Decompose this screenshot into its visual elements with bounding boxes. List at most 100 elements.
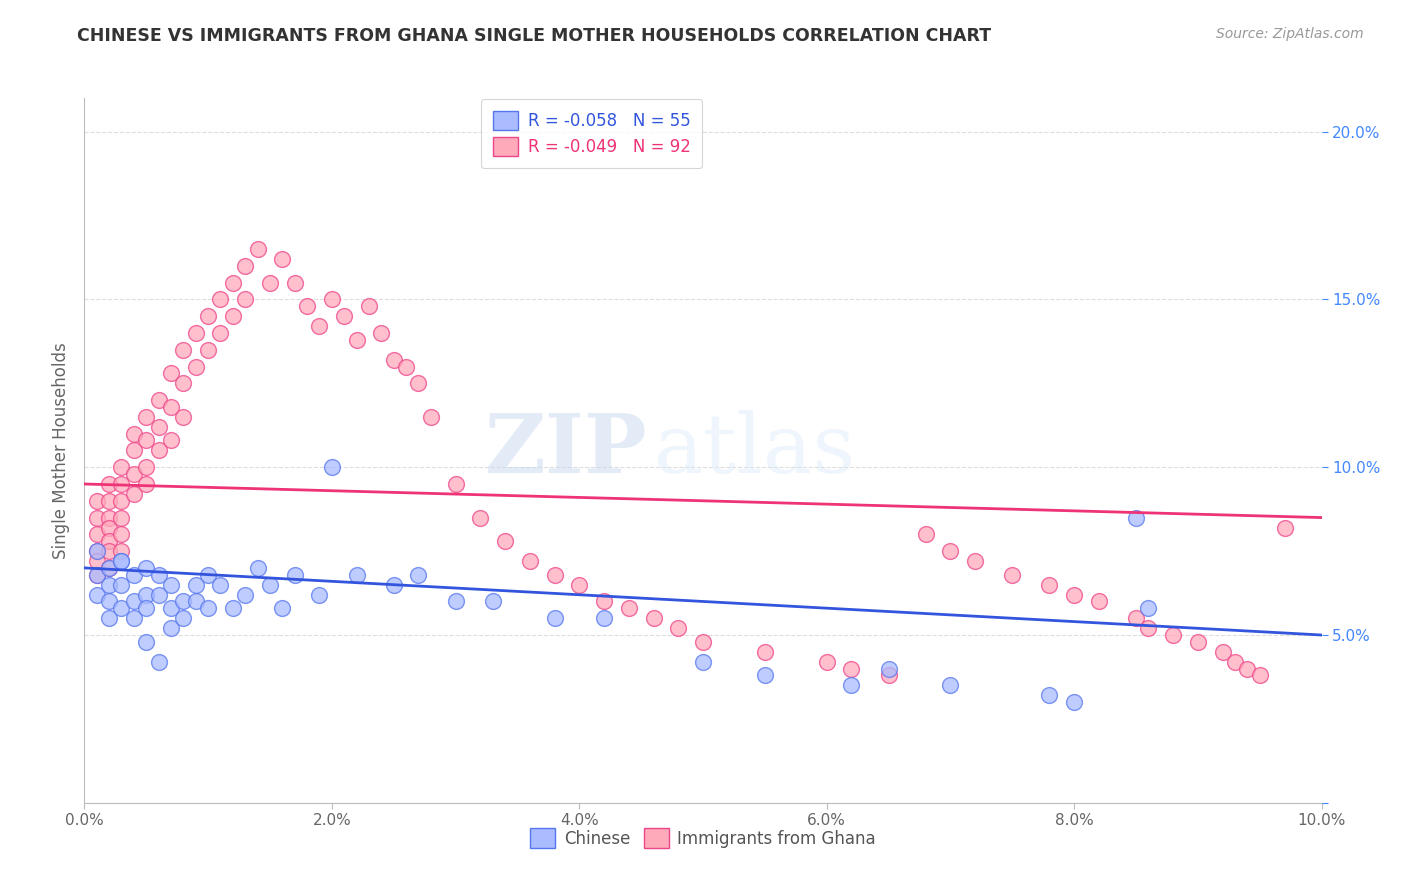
Point bbox=[98, 611, 121, 625]
Point bbox=[98, 510, 121, 524]
Point bbox=[110, 460, 132, 475]
Point bbox=[86, 554, 108, 568]
Point bbox=[271, 252, 294, 267]
Point bbox=[259, 577, 281, 591]
Point bbox=[470, 510, 492, 524]
Point bbox=[395, 359, 418, 374]
Point bbox=[122, 594, 145, 608]
Point bbox=[160, 621, 183, 635]
Point bbox=[160, 601, 183, 615]
Point bbox=[148, 588, 170, 602]
Point bbox=[308, 588, 330, 602]
Point bbox=[110, 554, 132, 568]
Point bbox=[1038, 577, 1060, 591]
Point bbox=[370, 326, 392, 340]
Point bbox=[914, 527, 936, 541]
Point bbox=[148, 655, 170, 669]
Point bbox=[382, 352, 405, 367]
Point bbox=[135, 561, 157, 575]
Point bbox=[98, 544, 121, 558]
Point bbox=[160, 400, 183, 414]
Point bbox=[259, 276, 281, 290]
Point bbox=[98, 577, 121, 591]
Point bbox=[692, 655, 714, 669]
Point bbox=[110, 544, 132, 558]
Point bbox=[172, 409, 194, 424]
Point bbox=[86, 510, 108, 524]
Point bbox=[321, 460, 343, 475]
Point bbox=[122, 467, 145, 481]
Point bbox=[1125, 510, 1147, 524]
Point bbox=[1212, 645, 1234, 659]
Point bbox=[382, 577, 405, 591]
Point bbox=[593, 594, 616, 608]
Point bbox=[346, 333, 368, 347]
Point bbox=[86, 493, 108, 508]
Point bbox=[135, 588, 157, 602]
Point bbox=[122, 487, 145, 501]
Point bbox=[86, 527, 108, 541]
Point bbox=[568, 577, 591, 591]
Point bbox=[408, 567, 430, 582]
Point bbox=[1236, 662, 1258, 676]
Point bbox=[148, 420, 170, 434]
Point bbox=[519, 554, 541, 568]
Point bbox=[271, 601, 294, 615]
Point bbox=[754, 668, 776, 682]
Point bbox=[643, 611, 665, 625]
Point bbox=[233, 259, 256, 273]
Point bbox=[209, 577, 232, 591]
Point bbox=[1125, 611, 1147, 625]
Point bbox=[110, 527, 132, 541]
Point bbox=[321, 293, 343, 307]
Point bbox=[222, 601, 245, 615]
Point bbox=[98, 477, 121, 491]
Point bbox=[135, 460, 157, 475]
Point bbox=[86, 544, 108, 558]
Point bbox=[1187, 634, 1209, 648]
Point bbox=[754, 645, 776, 659]
Point bbox=[444, 477, 467, 491]
Point bbox=[209, 293, 232, 307]
Legend: Chinese, Immigrants from Ghana: Chinese, Immigrants from Ghana bbox=[524, 822, 882, 855]
Point bbox=[408, 376, 430, 391]
Point bbox=[160, 434, 183, 448]
Point bbox=[122, 443, 145, 458]
Point bbox=[295, 299, 318, 313]
Point bbox=[98, 493, 121, 508]
Point bbox=[184, 359, 207, 374]
Point bbox=[1223, 655, 1246, 669]
Point bbox=[1161, 628, 1184, 642]
Point bbox=[815, 655, 838, 669]
Point bbox=[877, 668, 900, 682]
Point bbox=[939, 544, 962, 558]
Point bbox=[877, 662, 900, 676]
Point bbox=[110, 554, 132, 568]
Point bbox=[172, 376, 194, 391]
Point bbox=[419, 409, 441, 424]
Point bbox=[197, 567, 219, 582]
Point bbox=[1249, 668, 1271, 682]
Point bbox=[593, 611, 616, 625]
Point bbox=[135, 434, 157, 448]
Point bbox=[233, 588, 256, 602]
Point bbox=[197, 601, 219, 615]
Point bbox=[98, 561, 121, 575]
Point bbox=[110, 601, 132, 615]
Point bbox=[1063, 695, 1085, 709]
Text: CHINESE VS IMMIGRANTS FROM GHANA SINGLE MOTHER HOUSEHOLDS CORRELATION CHART: CHINESE VS IMMIGRANTS FROM GHANA SINGLE … bbox=[77, 27, 991, 45]
Point bbox=[135, 601, 157, 615]
Point bbox=[110, 477, 132, 491]
Point bbox=[172, 594, 194, 608]
Point bbox=[481, 594, 503, 608]
Point bbox=[494, 534, 516, 549]
Point bbox=[284, 276, 307, 290]
Point bbox=[184, 594, 207, 608]
Point bbox=[148, 443, 170, 458]
Point bbox=[1088, 594, 1111, 608]
Point bbox=[346, 567, 368, 582]
Point bbox=[1038, 689, 1060, 703]
Point bbox=[86, 588, 108, 602]
Point bbox=[939, 678, 962, 692]
Point bbox=[692, 634, 714, 648]
